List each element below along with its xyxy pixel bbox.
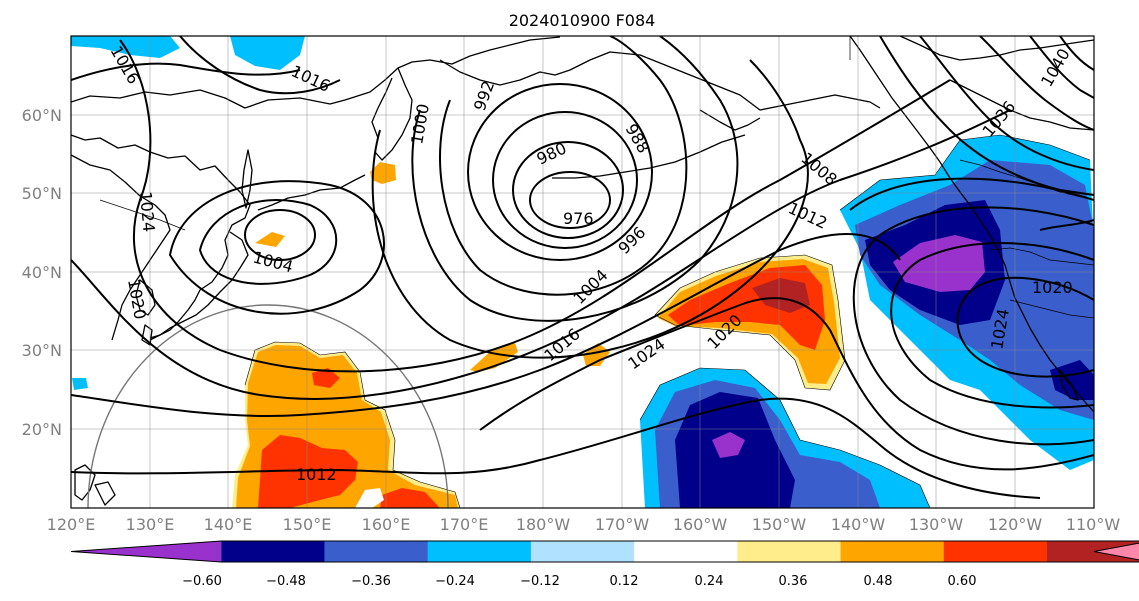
colorbar-segment: [530, 541, 635, 562]
lon-label: 140°E: [204, 515, 253, 534]
isobar-label: 1012: [296, 465, 337, 484]
colorbar-segment: [221, 541, 325, 562]
colorbar-tick-label: −0.36: [351, 574, 391, 589]
isobar-label: 1020: [1032, 278, 1073, 297]
isobar-label: 976: [563, 209, 594, 228]
colorbar-tick-label: −0.48: [266, 574, 306, 589]
colorbar-tick-label: 0.36: [779, 574, 808, 589]
map-area: 976 980 988 992 996 1000 1004 1004 1008 …: [71, 36, 1094, 508]
latitude-labels: 60°N 50°N 40°N 30°N 20°N: [22, 106, 62, 439]
colorbar-segment: [71, 541, 222, 562]
isobars: [71, 36, 1094, 499]
map-frame: [70, 35, 1095, 509]
anomaly-fill: [258, 435, 358, 508]
lon-label: 110°W: [1066, 515, 1121, 534]
colorbar-segment: [737, 541, 842, 562]
colorbar-tick-label: 0.48: [864, 574, 893, 589]
colorbar-segment: [943, 541, 1048, 562]
colorbar-segment: [1047, 541, 1139, 562]
anomaly-fill: [583, 343, 610, 366]
anomaly-fill: [1050, 360, 1094, 400]
map-title: 2024010900 F084: [509, 11, 656, 30]
lon-label: 120°E: [47, 515, 96, 534]
borders: [99, 36, 1094, 319]
anomaly-fill: [312, 368, 340, 388]
lon-label: 180°W: [516, 515, 571, 534]
anomaly-fill: [370, 162, 396, 184]
lon-label: 120°W: [988, 515, 1043, 534]
lat-label: 50°N: [22, 184, 62, 203]
colorbar: [70, 540, 1139, 563]
lon-label: 160°E: [362, 515, 411, 534]
colorbar-tick-label: −0.24: [435, 574, 475, 589]
graticule: [71, 36, 1094, 508]
colorbar-segment: [324, 541, 429, 562]
colorbar-segment: [634, 541, 738, 562]
lon-label: 160°W: [673, 515, 728, 534]
anomaly-fill: [72, 378, 88, 390]
colorbar-tick-label: 0.24: [695, 574, 724, 589]
lat-label: 20°N: [22, 420, 62, 439]
lon-label: 130°E: [126, 515, 175, 534]
lon-label: 130°W: [909, 515, 964, 534]
colorbar-labels: −0.60 −0.48 −0.36 −0.24 −0.12 0.12 0.24 …: [182, 574, 976, 589]
colorbar-segment: [1094, 543, 1139, 560]
lon-label: 170°W: [595, 515, 650, 534]
isobar-label: 1024: [136, 191, 158, 233]
lat-label: 30°N: [22, 341, 62, 360]
anomaly-fill: [712, 432, 745, 458]
lon-label: 150°W: [752, 515, 807, 534]
colorbar-tick-label: 0.12: [610, 574, 639, 589]
lat-label: 40°N: [22, 263, 62, 282]
colorbar-tick-label: 0.60: [948, 574, 977, 589]
lon-label: 170°E: [440, 515, 489, 534]
colorbar-tick-label: −0.12: [520, 574, 560, 589]
colorbar-tick-label: −0.60: [182, 574, 222, 589]
anomaly-fill: [893, 235, 985, 292]
anomaly-fill: [230, 36, 305, 70]
anomaly-fill: [752, 278, 810, 313]
colorbar-outline: [70, 540, 1139, 563]
colorbar-segment: [427, 541, 532, 562]
anomaly-fill: [255, 232, 285, 247]
lat-label: 60°N: [22, 106, 62, 125]
colorbar-segment: [840, 541, 945, 562]
anomaly-shading: [71, 36, 1094, 508]
longitude-labels: 120°E 130°E 140°E 150°E 160°E 170°E 180°…: [47, 515, 1121, 534]
lon-label: 150°E: [283, 515, 332, 534]
range-circle: [87, 304, 449, 508]
lon-label: 140°W: [831, 515, 886, 534]
anomaly-fill: [380, 488, 440, 508]
